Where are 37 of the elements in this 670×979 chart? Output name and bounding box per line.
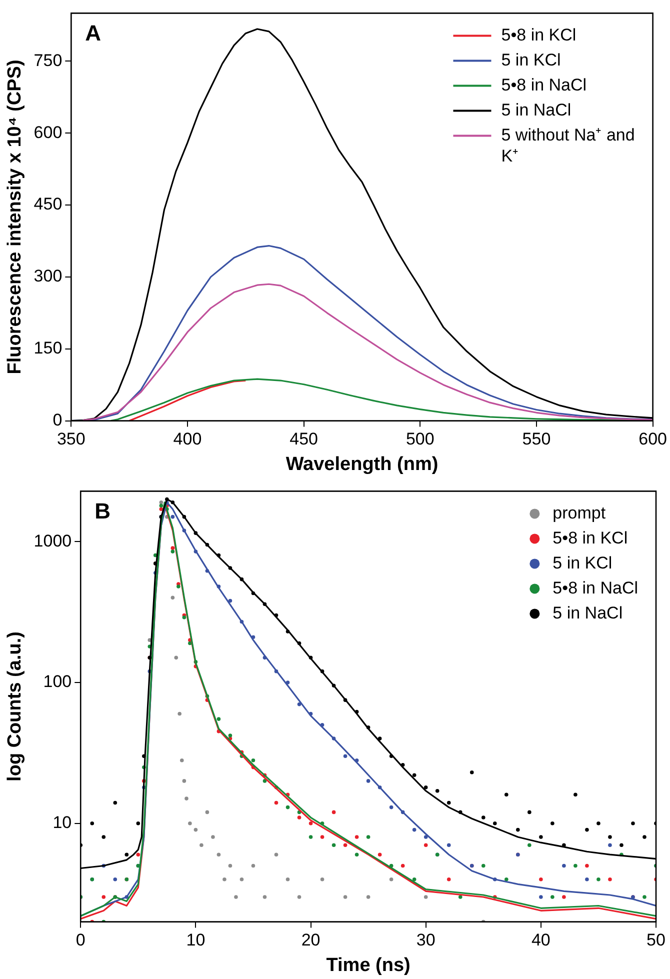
legend-label: prompt: [552, 503, 606, 522]
x-tick-label: 500: [406, 430, 434, 449]
x-tick-label: 0: [76, 930, 86, 950]
legend-label: 5 in NaCl: [501, 100, 572, 120]
annotation: B: [94, 498, 111, 524]
y-tick-label: 100: [43, 672, 72, 692]
y-tick-label: 600: [34, 122, 62, 142]
x-tick-label: 30: [416, 930, 436, 950]
x-axis-title: Wavelength (nm): [286, 454, 438, 475]
y-tick-label: 450: [34, 194, 62, 214]
annotation: A: [85, 20, 102, 46]
legend-label: 5 in KCl: [552, 553, 612, 572]
x-tick-label: 10: [186, 930, 206, 950]
x-tick-label: 600: [638, 430, 668, 449]
legend-label: 5•8 in NaCl: [552, 578, 638, 598]
y-tick-label: 750: [34, 50, 62, 70]
y-axis-title: Fluorescence intensity x 10⁴ (CPS): [4, 60, 26, 374]
legend-label: 5 in KCl: [501, 50, 561, 70]
x-tick-label: 450: [290, 430, 318, 449]
x-tick-label: 20: [301, 930, 320, 950]
y-tick-label: 1000: [34, 531, 72, 550]
y-tick-label: 150: [34, 338, 62, 358]
legend-label: 5•8 in NaCl: [501, 75, 587, 94]
legend-label: 5 without Na⁺ and K⁺: [501, 125, 635, 166]
x-tick-label: 350: [56, 430, 86, 449]
y-axis-title: log Counts (a.u.): [4, 632, 26, 782]
legend-label: 5 in NaCl: [552, 603, 623, 622]
y-tick-label: 10: [52, 813, 72, 832]
legend-label: 5•8 in KCl: [501, 25, 576, 44]
x-tick-label: 550: [522, 430, 551, 449]
y-tick-label: 300: [34, 266, 62, 286]
x-tick-label: 400: [173, 430, 202, 449]
x-axis-title: Time (ns): [326, 954, 410, 976]
x-tick-label: 40: [531, 930, 550, 950]
x-tick-label: 50: [646, 930, 666, 950]
y-tick-label: 0: [52, 410, 62, 430]
legend-label: 5•8 in KCl: [552, 528, 628, 548]
